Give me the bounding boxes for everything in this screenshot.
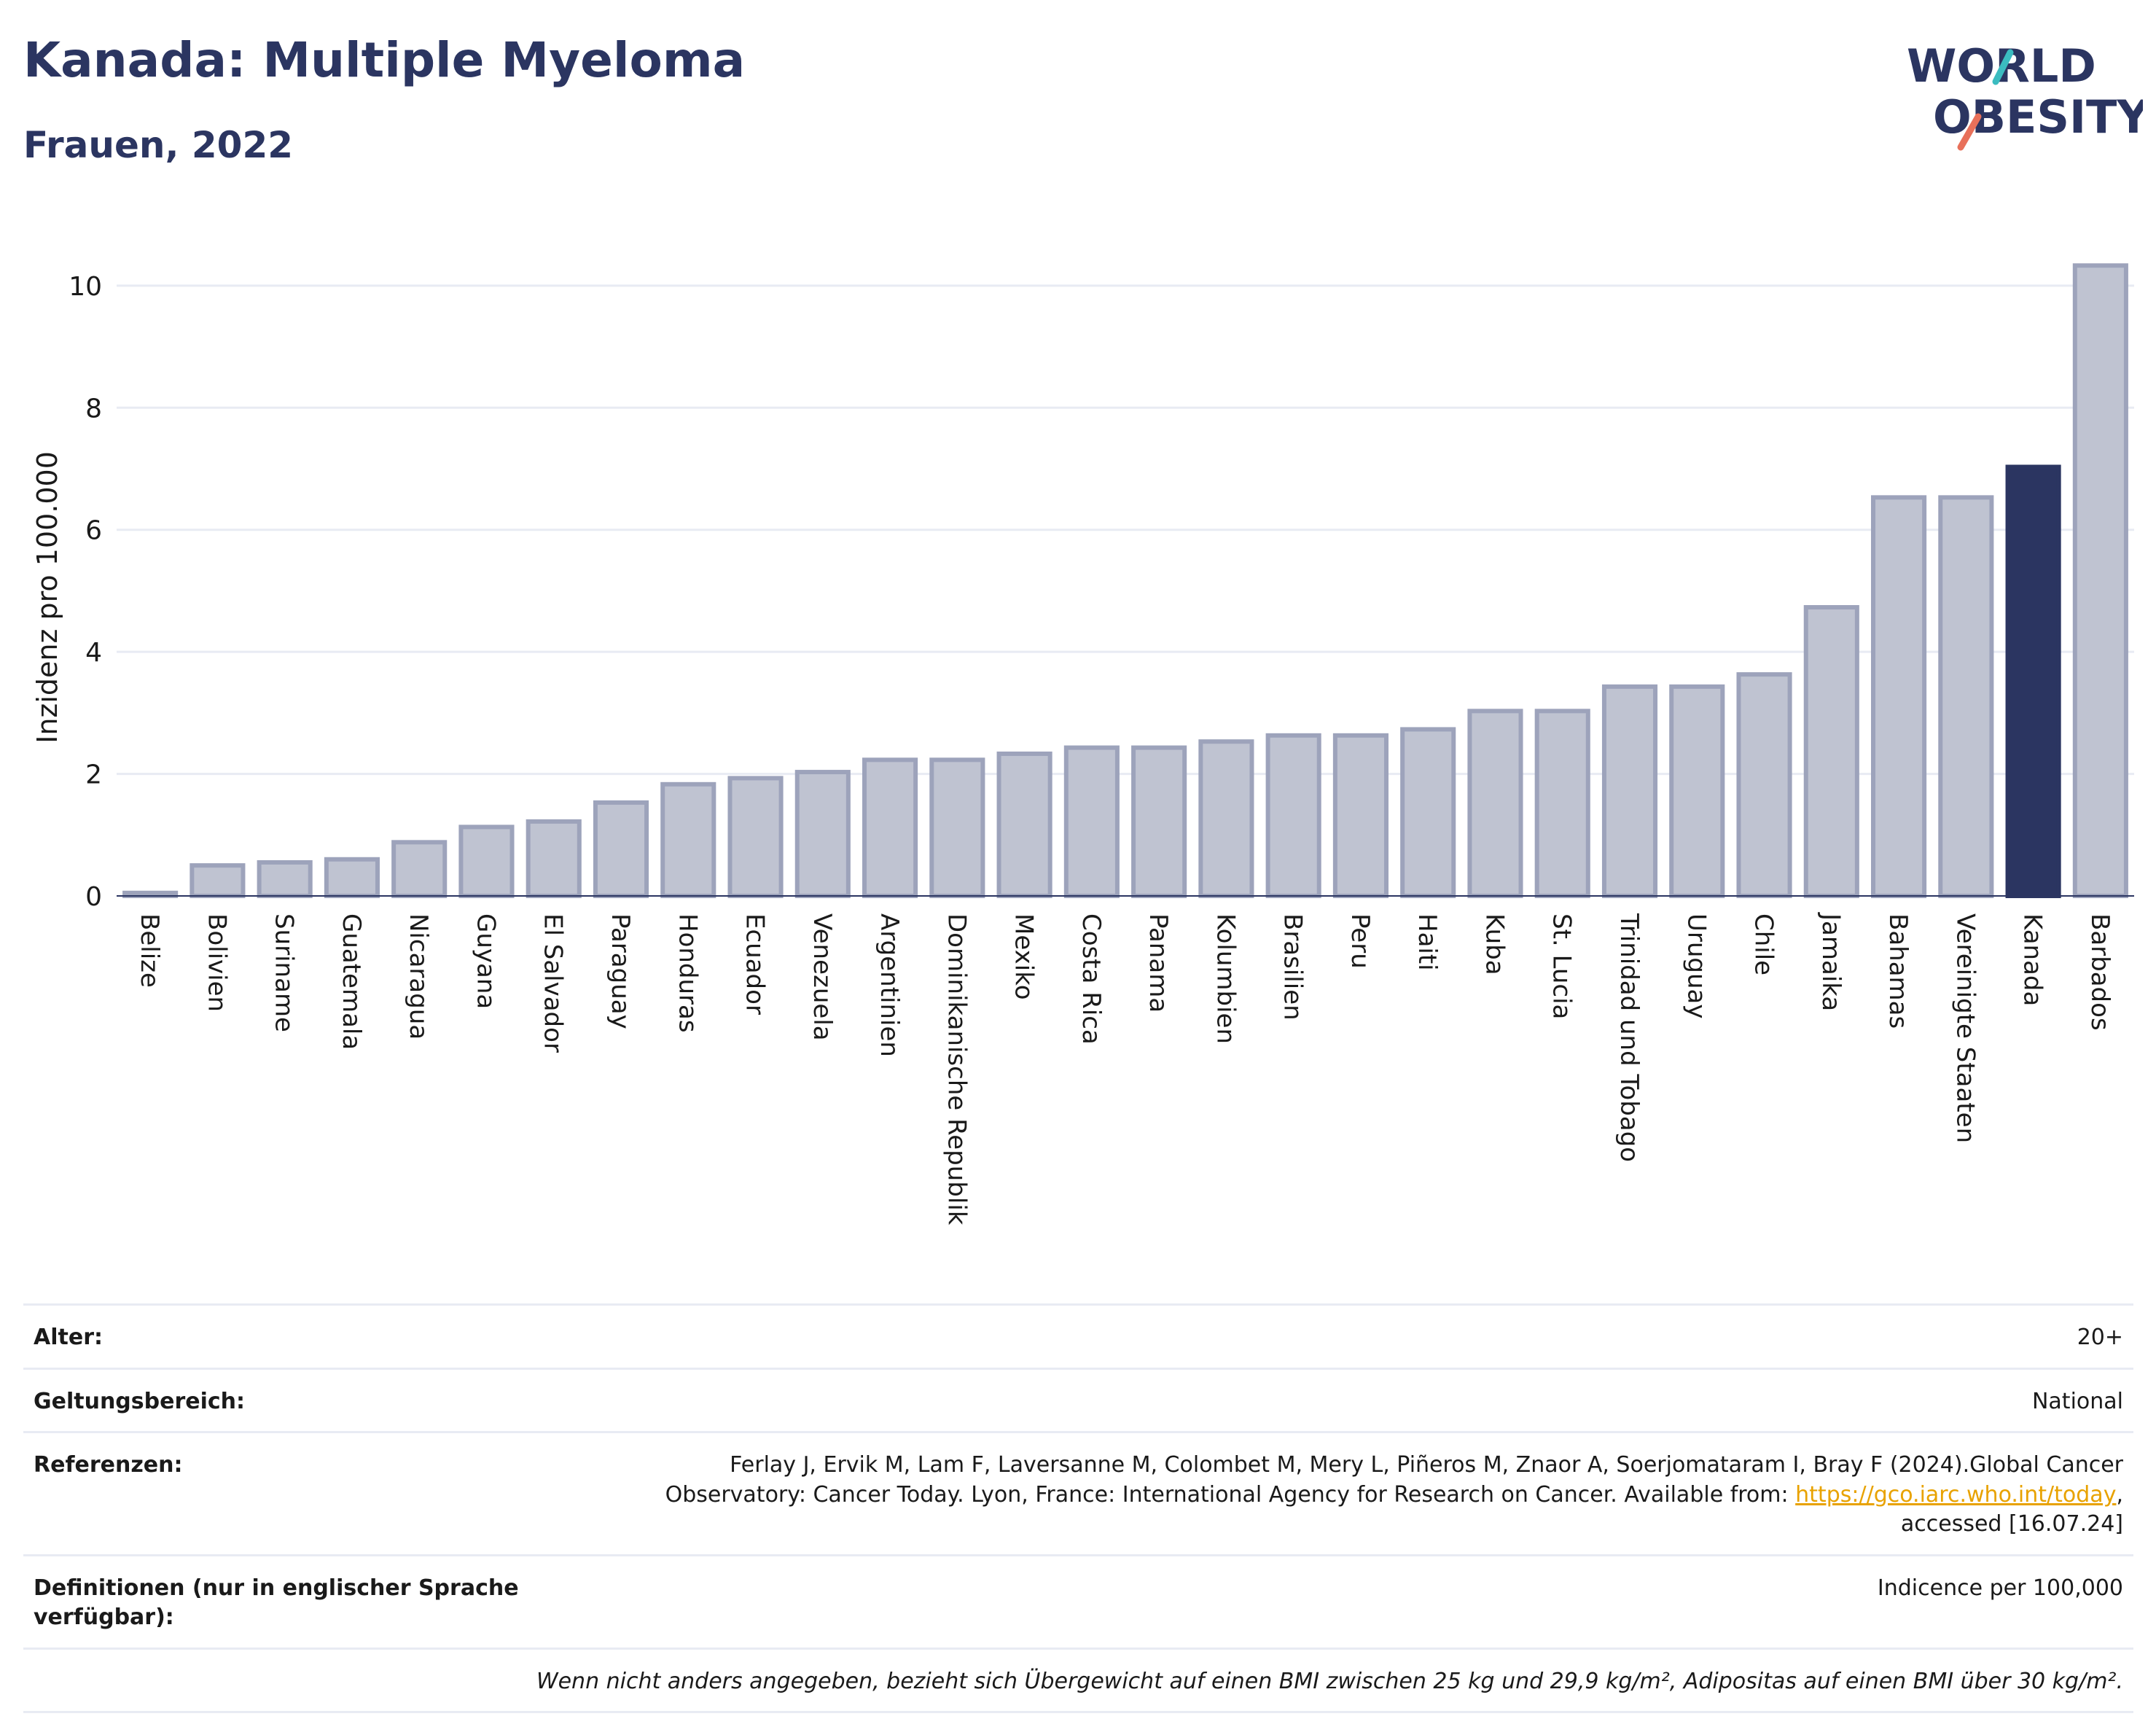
y-tick-label: 10	[69, 272, 102, 302]
info-row-age: Alter: 20+	[23, 1303, 2133, 1370]
bar-paraguay	[593, 800, 649, 898]
y-tick-labels: 0 2 4 6 8 10	[69, 272, 102, 912]
x-tick-label: Haiti	[1413, 913, 1442, 971]
x-tick-label: Ecuador	[741, 913, 770, 1015]
bar-barbados	[2072, 263, 2128, 898]
bar-vereinigte-staaten	[1938, 495, 1994, 898]
y-tick-label: 6	[85, 516, 102, 546]
bar-honduras	[660, 781, 716, 898]
x-tick-label: Jamaika	[1816, 912, 1846, 1011]
x-tick-label: Suriname	[270, 913, 299, 1032]
bar-ecuador	[727, 776, 784, 899]
info-table: Alter: 20+ Geltungsbereich: National Ref…	[23, 1303, 2133, 1713]
references-text-1: Ferlay J, Ervik M, Lam F, Laversanne M, …	[730, 1452, 2123, 1478]
x-tick-label: Nicaragua	[404, 913, 433, 1040]
x-tick-label: Bolivien	[202, 913, 231, 1012]
bar-chart: 0 2 4 6 8 10 Belize Bolivien Suriname Guatemala N…	[31, 263, 2134, 1225]
bar-el-salvador	[526, 819, 582, 899]
info-row-references: Referenzen: Ferlay J, Ervik M, Lam F, La…	[23, 1433, 2133, 1556]
definitions-value: Indicence per 100,000	[1877, 1575, 2123, 1601]
x-tick-label: Trinidad und Tobago	[1614, 913, 1644, 1162]
x-tick-label: Panama	[1144, 913, 1173, 1013]
x-tick-label: Costa Rica	[1077, 913, 1106, 1045]
bar-kuba	[1467, 709, 1523, 898]
bars	[122, 263, 2128, 899]
info-row-note: Wenn nicht anders angegeben, bezieht sic…	[23, 1650, 2133, 1713]
bar-guatemala	[324, 857, 380, 898]
x-tick-label: Kolumbien	[1211, 913, 1240, 1044]
world-obesity-logo: WORLD OBESITY	[1907, 39, 2143, 151]
x-tick-label: Kanada	[2018, 913, 2047, 1006]
bar-mexiko	[996, 751, 1052, 899]
references-link[interactable]: https://gco.iarc.who.int/today	[1795, 1481, 2117, 1508]
scope-value: National	[2031, 1388, 2123, 1414]
y-tick-label: 4	[85, 638, 102, 668]
x-tick-label: Belize	[135, 913, 164, 988]
x-tick-label: Argentinien	[875, 913, 904, 1057]
x-tick-label: Dominikanische Republik	[942, 913, 971, 1225]
logo-slash-teal	[1992, 49, 2014, 85]
bar-brasilien	[1265, 733, 1321, 898]
x-tick-label: Guatemala	[337, 913, 366, 1050]
bar-kolumbien	[1198, 739, 1254, 899]
bar-nicaragua	[391, 840, 448, 898]
x-tick-label: Vereinigte Staaten	[1950, 913, 1980, 1143]
bar-dominikanische-republik	[929, 757, 985, 898]
scope-label: Geltungsbereich:	[34, 1388, 246, 1414]
bar-jamaika	[1803, 605, 1859, 898]
bmi-note: Wenn nicht anders angegeben, bezieht sic…	[536, 1668, 2123, 1694]
bar-guyana	[458, 824, 515, 898]
bar-panama	[1131, 745, 1187, 898]
x-tick-label: Paraguay	[606, 913, 635, 1029]
chart-title: Kanada: Multiple Myeloma	[23, 32, 746, 88]
y-tick-label: 2	[85, 760, 102, 790]
bar-st-lucia	[1534, 709, 1590, 898]
references-label: Referenzen:	[34, 1452, 183, 1478]
references-value: Ferlay J, Ervik M, Lam F, Laversanne M, …	[558, 1451, 2123, 1540]
x-tick-label: Kuba	[1480, 913, 1509, 975]
x-tick-label: Venezuela	[808, 913, 837, 1041]
bar-bahamas	[1871, 495, 1927, 898]
x-tick-labels: Belize Bolivien Suriname Guatemala Nicaragua…	[135, 912, 2114, 1225]
x-tick-label: Brasilien	[1278, 913, 1308, 1021]
bar-chile	[1736, 672, 1792, 898]
x-tick-label: Uruguay	[1682, 913, 1711, 1019]
definitions-label: Definitionen (nur in englischer Sprache …	[34, 1575, 519, 1631]
bar-argentinien	[862, 757, 918, 898]
x-tick-label: Guyana	[471, 913, 500, 1009]
references-text-3: ,	[2116, 1481, 2123, 1508]
bar-costa-rica	[1063, 745, 1120, 898]
x-tick-label: Chile	[1749, 913, 1778, 975]
x-tick-label: Barbados	[2085, 913, 2114, 1031]
info-row-scope: Geltungsbereich: National	[23, 1370, 2133, 1433]
x-tick-label: Honduras	[673, 913, 702, 1033]
x-tick-label: El Salvador	[539, 913, 568, 1053]
y-tick-label: 8	[85, 394, 102, 424]
bar-kanada	[2005, 464, 2061, 898]
y-axis-label: Inzidenz pro 100.000	[31, 451, 63, 744]
x-tick-label: Peru	[1345, 913, 1375, 969]
references-text-2: Observatory: Cancer Today. Lyon, France:…	[665, 1481, 1796, 1508]
x-tick-label: Mexiko	[1009, 913, 1039, 1000]
info-row-definitions: Definitionen (nur in englischer Sprache …	[23, 1556, 2133, 1650]
bar-haiti	[1400, 727, 1456, 899]
bar-uruguay	[1669, 684, 1725, 898]
bar-trinidad-und-tobago	[1601, 684, 1658, 898]
grid-lines	[117, 284, 2134, 776]
logo-slash-coral	[1957, 113, 1982, 151]
references-text-4: accessed [16.07.24]	[1900, 1511, 2123, 1537]
bar-bolivien	[190, 863, 246, 899]
age-label: Alter:	[34, 1325, 103, 1350]
bar-peru	[1332, 733, 1388, 898]
x-tick-label: Bahamas	[1883, 913, 1913, 1029]
x-tick-label: St. Lucia	[1547, 913, 1577, 1019]
bar-suriname	[257, 859, 313, 899]
bar-venezuela	[794, 770, 851, 898]
chart-subtitle: Frauen, 2022	[23, 124, 294, 166]
age-value: 20+	[2077, 1325, 2123, 1350]
y-tick-label: 0	[85, 882, 102, 912]
